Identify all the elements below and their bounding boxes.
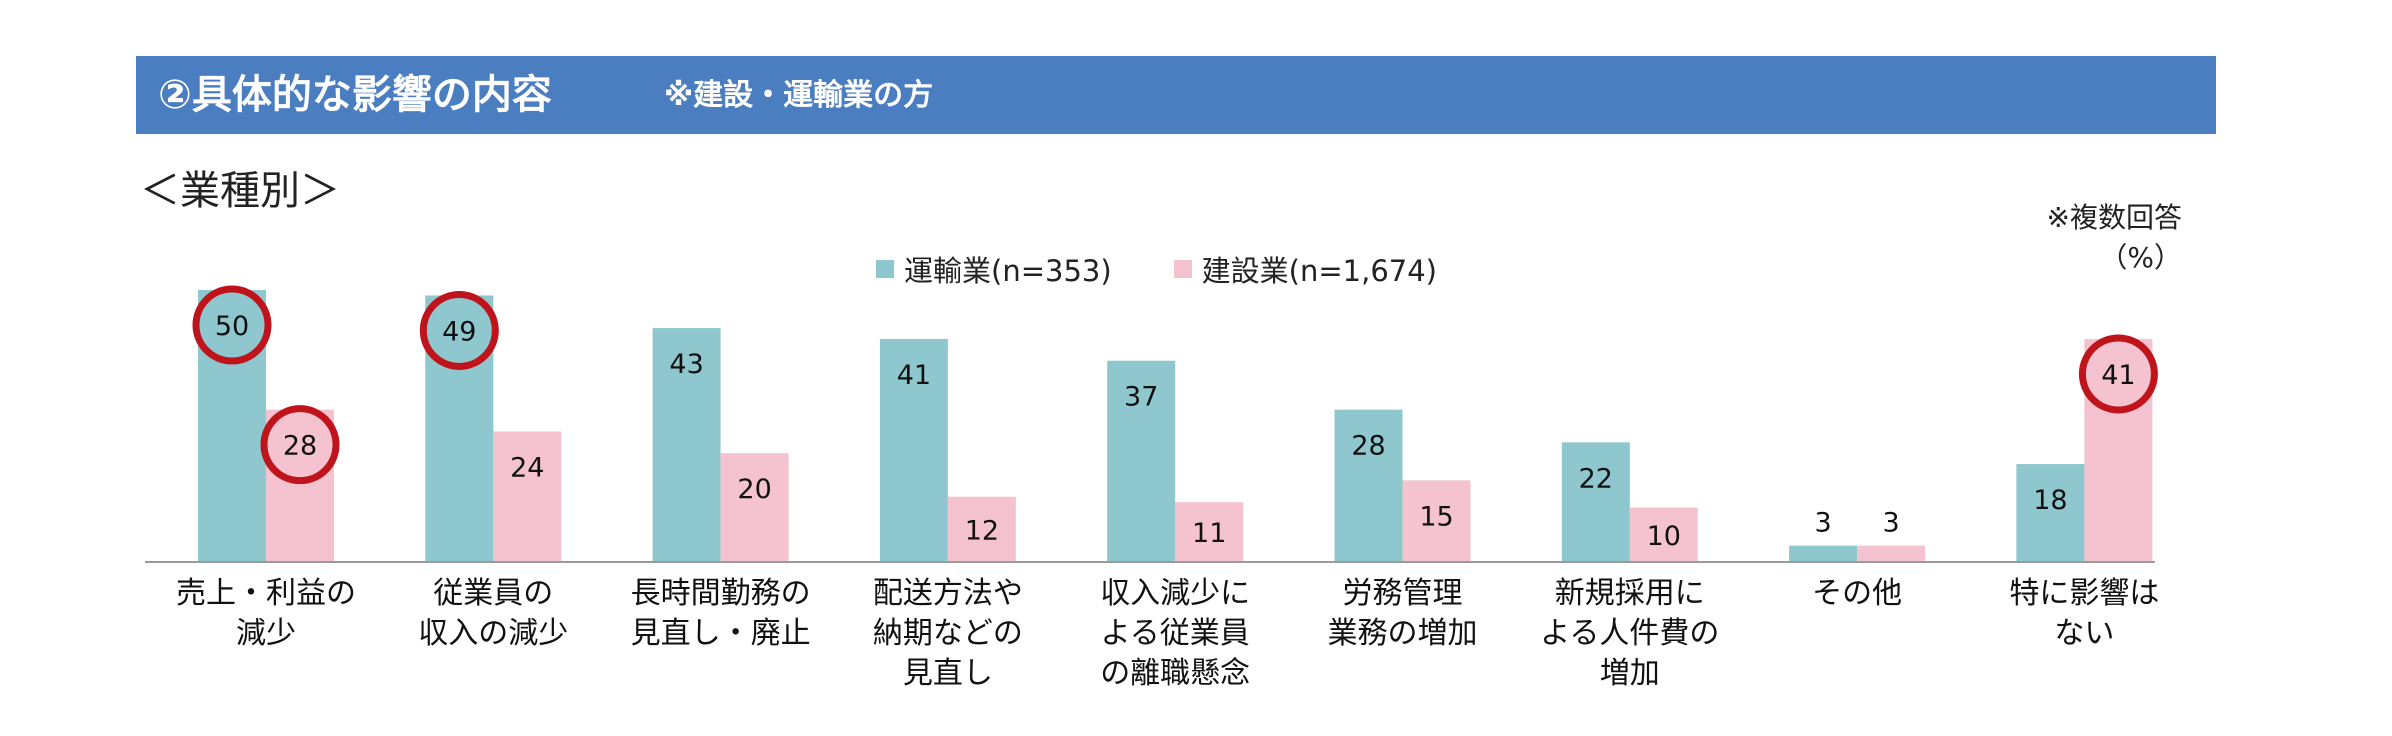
- category-label-4-line-1: 配送方法や: [873, 576, 1023, 611]
- data-label-series-2-7: 10: [1647, 521, 1681, 552]
- category-label-4-line-3: 見直し: [903, 656, 993, 691]
- bar-series-2-2: [493, 431, 562, 562]
- bar-series-1-7: [1561, 442, 1630, 562]
- category-label-8-line-1: その他: [1812, 576, 1902, 611]
- category-label-3-line-1: 長時間勤務の: [631, 576, 811, 611]
- header-note: ※建設・運輸業の方: [664, 78, 934, 113]
- legend-item-series-2: 建設業(n=1,674): [1173, 248, 1437, 290]
- bar-series-2-5: [1175, 502, 1244, 562]
- data-label-series-1-8: 3: [1815, 508, 1832, 539]
- bar-series-2-6: [1402, 480, 1471, 562]
- category-label-9-line-2: ない: [2054, 616, 2114, 651]
- legend-label-series-2: 建設業(n=1,674): [1201, 254, 1437, 288]
- multiple-answer-note: ※複数回答 （%）: [2047, 198, 2182, 278]
- category-label-7-line-2: よる人件費の: [1540, 616, 1719, 651]
- data-label-series-2-5: 11: [1192, 518, 1226, 549]
- data-label-series-2-8: 3: [1883, 508, 1900, 539]
- data-label-series-1-7: 22: [1579, 463, 1613, 494]
- category-label-5-line-3: の離職懸念: [1100, 656, 1250, 691]
- bar-series-2-1: [266, 409, 334, 562]
- bar-series-1-8: [1789, 545, 1858, 562]
- category-label-7-line-1: 新規採用に: [1555, 576, 1705, 611]
- bar-series-1-6: [1334, 409, 1403, 562]
- data-label-series-1-6: 28: [1351, 431, 1385, 462]
- data-label-series-1-9: 18: [2033, 485, 2067, 516]
- note-line-1: ※複数回答: [2046, 201, 2182, 234]
- bar-series-2-7: [1629, 507, 1698, 562]
- data-label-series-2-6: 15: [1419, 501, 1453, 532]
- note-line-2: （%）: [2099, 241, 2182, 274]
- data-label-series-2-1: 28: [283, 431, 317, 462]
- data-label-series-1-5: 37: [1124, 382, 1158, 413]
- bar-series-1-1: [198, 290, 266, 562]
- data-label-series-1-3: 43: [669, 349, 703, 380]
- category-label-9-line-1: 特に影響は: [2009, 576, 2159, 611]
- bar-series-1-5: [1107, 360, 1176, 562]
- highlight-circle-series-2-1: [260, 405, 340, 485]
- data-label-series-2-4: 12: [965, 515, 999, 546]
- category-label-7-line-3: 増加: [1600, 656, 1660, 691]
- data-label-series-2-9: 41: [2101, 360, 2135, 391]
- legend-swatch-series-1: [876, 260, 894, 278]
- legend-swatch-series-2: [1173, 260, 1192, 278]
- data-label-series-1-1: 50: [215, 311, 249, 342]
- bar-series-1-2: [425, 295, 494, 562]
- page-title: ②具体的な影響の内容: [158, 72, 552, 118]
- bar-series-2-9: [2084, 338, 2153, 562]
- subtitle: ＜業種別＞: [140, 168, 340, 214]
- bar-series-2-4: [947, 496, 1016, 562]
- legend-label-series-1: 運輸業(n=353): [904, 254, 1112, 288]
- bar-series-1-9: [2016, 464, 2085, 562]
- data-label-series-2-2: 24: [510, 452, 544, 483]
- data-label-series-2-3: 20: [737, 474, 771, 505]
- bar-series-2-8: [1857, 545, 1926, 562]
- bar-series-1-3: [652, 328, 721, 562]
- category-label-4-line-2: 納期などの: [873, 616, 1023, 651]
- category-label-2-line-1: 従業員の: [433, 576, 553, 611]
- header-bar: [136, 56, 2216, 134]
- bar-series-2-3: [720, 453, 789, 562]
- category-label-5-line-2: よる従業員: [1101, 616, 1250, 651]
- chart-legend: 運輸業(n=353) 建設業(n=1,674): [876, 248, 1499, 290]
- data-label-series-1-4: 41: [897, 360, 931, 391]
- category-label-3-line-2: 見直し・廃止: [631, 616, 811, 651]
- category-label-1-line-2: 減少: [236, 616, 296, 651]
- highlight-circle-series-1-2: [419, 290, 499, 370]
- category-label-6-line-1: 労務管理: [1343, 576, 1463, 611]
- category-label-6-line-2: 業務の増加: [1328, 616, 1478, 651]
- legend-item-series-1: 運輸業(n=353): [876, 248, 1112, 290]
- category-label-2-line-2: 収入の減少: [418, 616, 568, 651]
- category-label-5-line-1: 収入減少に: [1100, 576, 1250, 611]
- highlight-circle-series-1-1: [192, 285, 272, 365]
- bar-series-1-4: [879, 338, 948, 562]
- data-label-series-1-2: 49: [442, 316, 476, 347]
- highlight-circle-series-2-9: [2078, 334, 2158, 414]
- category-label-1-line-1: 売上・利益の: [176, 576, 356, 611]
